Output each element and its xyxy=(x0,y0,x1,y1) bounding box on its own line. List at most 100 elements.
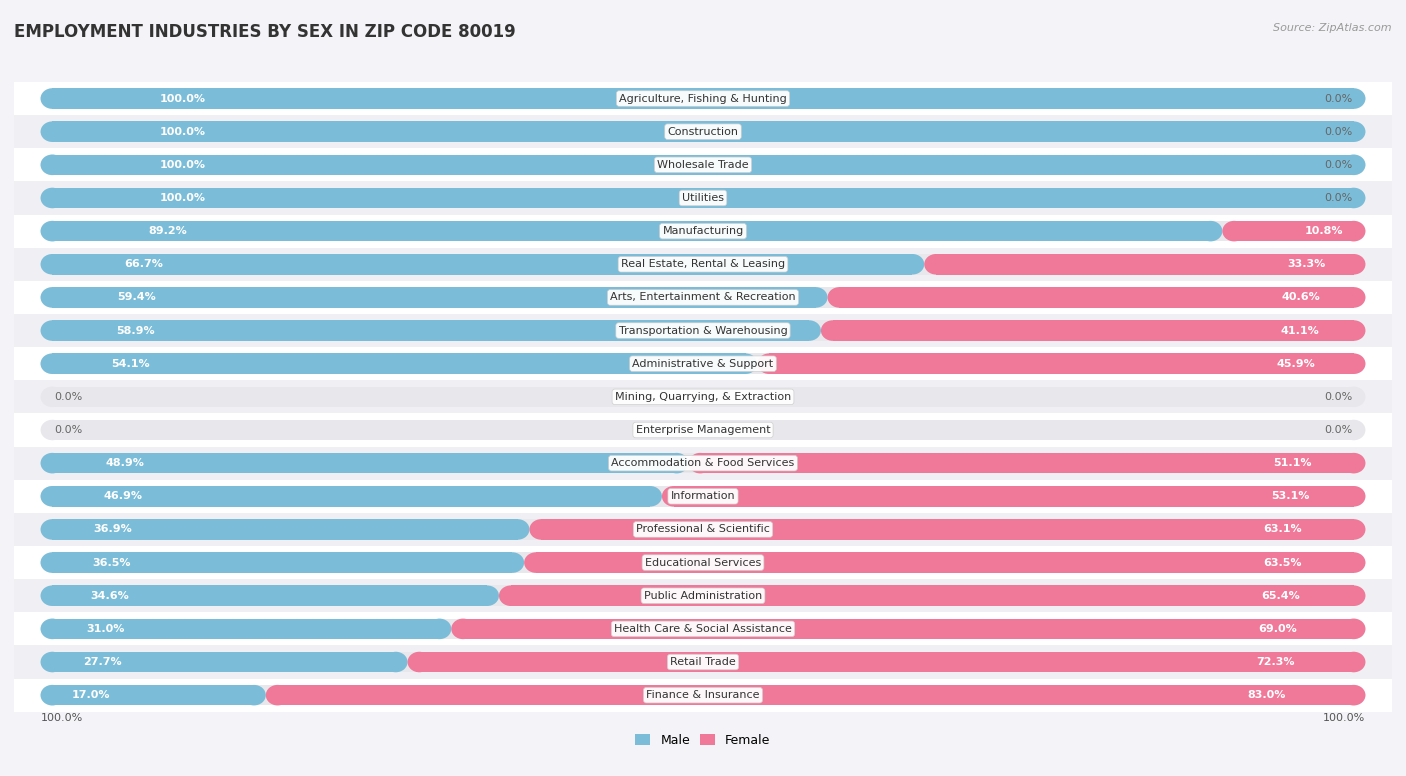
Bar xyxy=(14,579,1392,612)
Ellipse shape xyxy=(41,353,65,374)
Text: Information: Information xyxy=(671,491,735,501)
Text: 17.0%: 17.0% xyxy=(72,690,110,700)
Text: 54.1%: 54.1% xyxy=(111,359,150,369)
Bar xyxy=(14,513,1392,546)
Ellipse shape xyxy=(1341,221,1365,241)
Bar xyxy=(52,553,512,573)
Ellipse shape xyxy=(41,685,65,705)
Ellipse shape xyxy=(41,353,65,374)
Ellipse shape xyxy=(1341,685,1365,705)
Text: Educational Services: Educational Services xyxy=(645,558,761,567)
Text: 72.3%: 72.3% xyxy=(1256,657,1295,667)
Ellipse shape xyxy=(41,254,65,275)
Ellipse shape xyxy=(41,154,65,175)
Ellipse shape xyxy=(41,420,65,440)
Ellipse shape xyxy=(1341,585,1365,606)
Ellipse shape xyxy=(41,254,65,275)
Bar xyxy=(52,188,1354,208)
Bar xyxy=(52,353,1354,374)
Ellipse shape xyxy=(1341,188,1365,208)
Bar xyxy=(52,221,1354,241)
Bar xyxy=(52,618,440,639)
Text: 100.0%: 100.0% xyxy=(160,94,205,103)
Ellipse shape xyxy=(41,287,65,308)
Ellipse shape xyxy=(1341,154,1365,175)
Bar xyxy=(52,88,1354,109)
Ellipse shape xyxy=(1341,154,1365,175)
Text: 10.8%: 10.8% xyxy=(1305,226,1344,236)
Ellipse shape xyxy=(1341,287,1365,308)
Bar xyxy=(52,221,1211,241)
Ellipse shape xyxy=(41,652,65,672)
Ellipse shape xyxy=(924,254,948,275)
Bar xyxy=(52,121,1354,142)
Ellipse shape xyxy=(1341,320,1365,341)
Text: 34.6%: 34.6% xyxy=(90,591,129,601)
Ellipse shape xyxy=(41,154,65,175)
Ellipse shape xyxy=(1341,88,1365,109)
Ellipse shape xyxy=(758,353,780,374)
Ellipse shape xyxy=(1341,519,1365,540)
Ellipse shape xyxy=(41,320,65,341)
Bar xyxy=(673,486,1354,507)
Ellipse shape xyxy=(41,88,65,109)
Text: 40.6%: 40.6% xyxy=(1281,293,1320,303)
Text: 100.0%: 100.0% xyxy=(41,712,83,722)
Ellipse shape xyxy=(901,254,924,275)
Text: 63.5%: 63.5% xyxy=(1263,558,1302,567)
Text: 0.0%: 0.0% xyxy=(1324,392,1353,402)
Ellipse shape xyxy=(1341,486,1365,507)
Ellipse shape xyxy=(1341,652,1365,672)
Ellipse shape xyxy=(1341,320,1365,341)
Ellipse shape xyxy=(408,652,432,672)
Bar xyxy=(52,320,1354,341)
Text: EMPLOYMENT INDUSTRIES BY SEX IN ZIP CODE 80019: EMPLOYMENT INDUSTRIES BY SEX IN ZIP CODE… xyxy=(14,23,516,41)
Ellipse shape xyxy=(501,553,524,573)
Bar xyxy=(14,380,1392,414)
Ellipse shape xyxy=(41,519,65,540)
Ellipse shape xyxy=(1341,553,1365,573)
Bar xyxy=(52,188,1354,208)
Bar xyxy=(14,646,1392,678)
Bar xyxy=(1234,221,1354,241)
Ellipse shape xyxy=(828,287,851,308)
Bar xyxy=(14,480,1392,513)
Ellipse shape xyxy=(41,221,65,241)
Text: 41.1%: 41.1% xyxy=(1281,326,1319,335)
Text: 100.0%: 100.0% xyxy=(160,193,205,203)
Ellipse shape xyxy=(41,585,65,606)
Bar xyxy=(52,453,676,473)
Bar xyxy=(14,281,1392,314)
Bar xyxy=(52,652,1354,672)
Ellipse shape xyxy=(499,585,523,606)
Ellipse shape xyxy=(41,320,65,341)
Bar xyxy=(52,618,1354,639)
Ellipse shape xyxy=(41,685,65,705)
Text: 0.0%: 0.0% xyxy=(53,425,82,435)
Bar xyxy=(14,82,1392,115)
Ellipse shape xyxy=(41,188,65,208)
Bar xyxy=(52,585,1354,606)
Text: Real Estate, Rental & Leasing: Real Estate, Rental & Leasing xyxy=(621,259,785,269)
Text: 0.0%: 0.0% xyxy=(1324,94,1353,103)
Text: 0.0%: 0.0% xyxy=(53,392,82,402)
Ellipse shape xyxy=(41,453,65,473)
Ellipse shape xyxy=(1341,353,1365,374)
Ellipse shape xyxy=(41,453,65,473)
Bar xyxy=(936,254,1354,275)
Bar xyxy=(52,287,815,308)
Ellipse shape xyxy=(41,486,65,507)
Text: 100.0%: 100.0% xyxy=(160,126,205,137)
Text: Professional & Scientific: Professional & Scientific xyxy=(636,525,770,535)
Bar xyxy=(52,453,1354,473)
Ellipse shape xyxy=(41,618,65,639)
Ellipse shape xyxy=(41,486,65,507)
Text: Construction: Construction xyxy=(668,126,738,137)
Bar xyxy=(14,115,1392,148)
Text: Source: ZipAtlas.com: Source: ZipAtlas.com xyxy=(1274,23,1392,33)
Text: 65.4%: 65.4% xyxy=(1261,591,1301,601)
Ellipse shape xyxy=(1341,353,1365,374)
Ellipse shape xyxy=(1341,254,1365,275)
Bar xyxy=(52,121,1354,142)
Text: Public Administration: Public Administration xyxy=(644,591,762,601)
